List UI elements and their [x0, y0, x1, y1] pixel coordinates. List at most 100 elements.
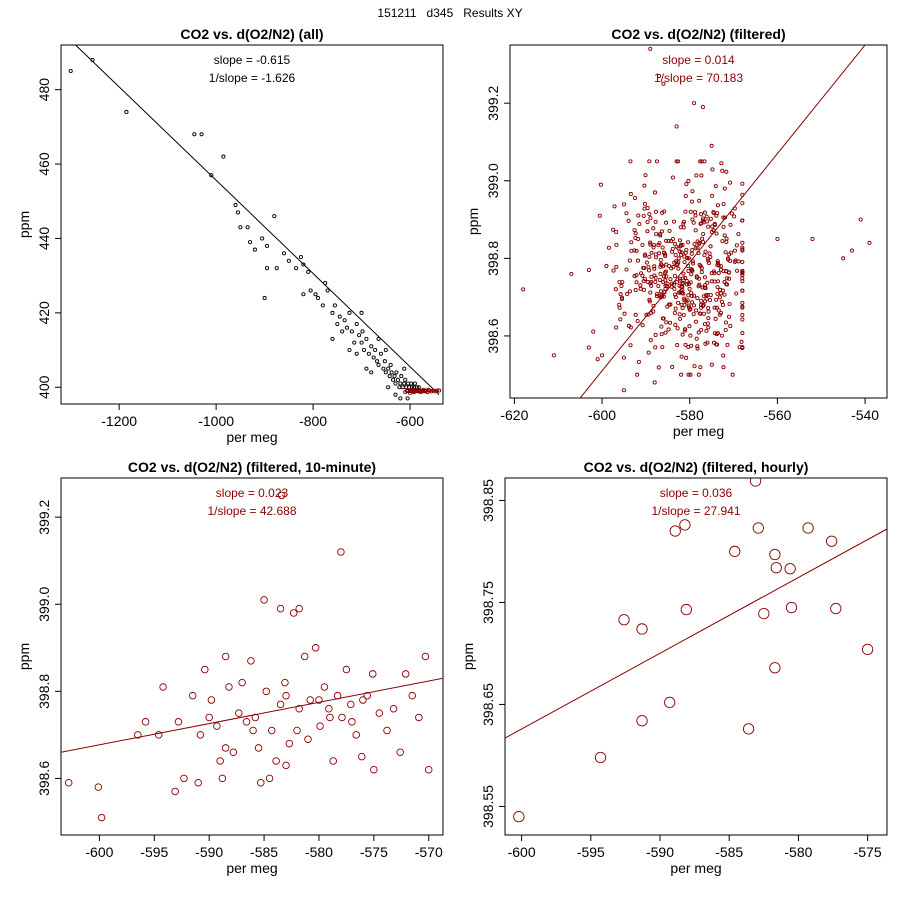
data-point [686, 269, 691, 274]
data-point [375, 709, 384, 717]
data-point [192, 132, 197, 137]
data-point [687, 286, 692, 291]
data-point [740, 313, 745, 318]
data-point [647, 254, 652, 259]
data-point [727, 276, 732, 281]
data-point [674, 159, 679, 164]
data-point [354, 321, 359, 327]
data-point [381, 366, 386, 371]
data-point [313, 292, 318, 297]
data-point [679, 290, 685, 295]
data-point [382, 359, 387, 364]
data-point [689, 272, 694, 277]
data-point [642, 206, 647, 211]
data-point [709, 362, 714, 367]
data-point [696, 250, 701, 256]
data-point [713, 316, 718, 321]
data-point [285, 739, 294, 748]
data-point [612, 204, 617, 209]
plot-frame [60, 477, 444, 836]
plot-frame [60, 44, 444, 405]
data-point [281, 678, 289, 687]
data-point [633, 312, 638, 317]
data-point [648, 216, 653, 221]
data-point [719, 299, 725, 304]
data-point [401, 670, 410, 678]
data-point [649, 274, 654, 279]
data-point [276, 604, 285, 613]
y-tick-label: 460 [36, 152, 52, 176]
data-point [680, 280, 686, 286]
data-point [604, 264, 609, 269]
data-point [221, 744, 230, 752]
data-point [617, 302, 622, 307]
y-tick-label: 480 [36, 78, 52, 102]
data-point [715, 285, 720, 290]
data-point [264, 266, 270, 271]
data-point [632, 228, 637, 233]
data-point [686, 303, 691, 308]
data-point [366, 351, 371, 356]
data-point [652, 264, 657, 269]
chart-title: CO2 vs. d(O2/N2) (all) [180, 26, 323, 42]
data-point [691, 261, 696, 266]
data-point [707, 251, 712, 256]
y-tick-label: 420 [36, 301, 52, 325]
data-point [699, 173, 704, 178]
data-point [688, 280, 693, 285]
data-point [670, 364, 675, 370]
data-point [621, 202, 627, 207]
data-point [654, 159, 659, 164]
data-point [702, 159, 707, 164]
data-point [594, 751, 607, 764]
data-point [740, 259, 745, 265]
data-point [670, 236, 675, 242]
data-point [705, 340, 710, 345]
fit-line [61, 677, 443, 753]
data-point [272, 757, 280, 765]
data-point [689, 267, 695, 272]
data-point [323, 281, 328, 286]
data-point [398, 396, 403, 401]
data-point [721, 353, 726, 358]
data-point [673, 294, 678, 300]
data-point [281, 251, 287, 256]
data-point [728, 222, 733, 227]
data-point [679, 354, 684, 359]
data-point [648, 290, 653, 295]
data-point [427, 388, 432, 393]
chart-title: CO2 vs. d(O2/N2) (filtered, 10-minute) [128, 459, 376, 475]
data-point [682, 260, 687, 265]
data-point [632, 274, 637, 279]
data-point [688, 209, 693, 214]
data-point [660, 345, 665, 350]
data-point [666, 327, 671, 332]
data-point [618, 317, 623, 322]
data-point [645, 219, 650, 225]
data-point [248, 240, 253, 245]
data-point [304, 735, 312, 743]
data-point [679, 284, 684, 289]
data-point [678, 316, 683, 321]
data-point [703, 249, 708, 254]
data-point [614, 229, 619, 235]
data-point [394, 370, 399, 375]
data-point [429, 389, 434, 394]
data-point [687, 324, 692, 329]
data-point [618, 614, 630, 626]
data-point [721, 365, 726, 370]
data-point [262, 687, 271, 696]
data-point [740, 201, 745, 206]
data-point [171, 787, 179, 796]
y-tick-label: 398.8 [485, 241, 501, 276]
data-point [421, 652, 430, 661]
data-point [680, 242, 685, 247]
data-point [294, 266, 299, 271]
data-point [656, 73, 662, 79]
data-point [642, 183, 647, 188]
data-point [661, 81, 666, 86]
chart-p1: CO2 vs. d(O2/N2) (all) -1200 -1000 -800 -600… [16, 26, 444, 445]
data-point [641, 287, 647, 292]
data-point [94, 783, 103, 791]
data-point [740, 192, 745, 197]
